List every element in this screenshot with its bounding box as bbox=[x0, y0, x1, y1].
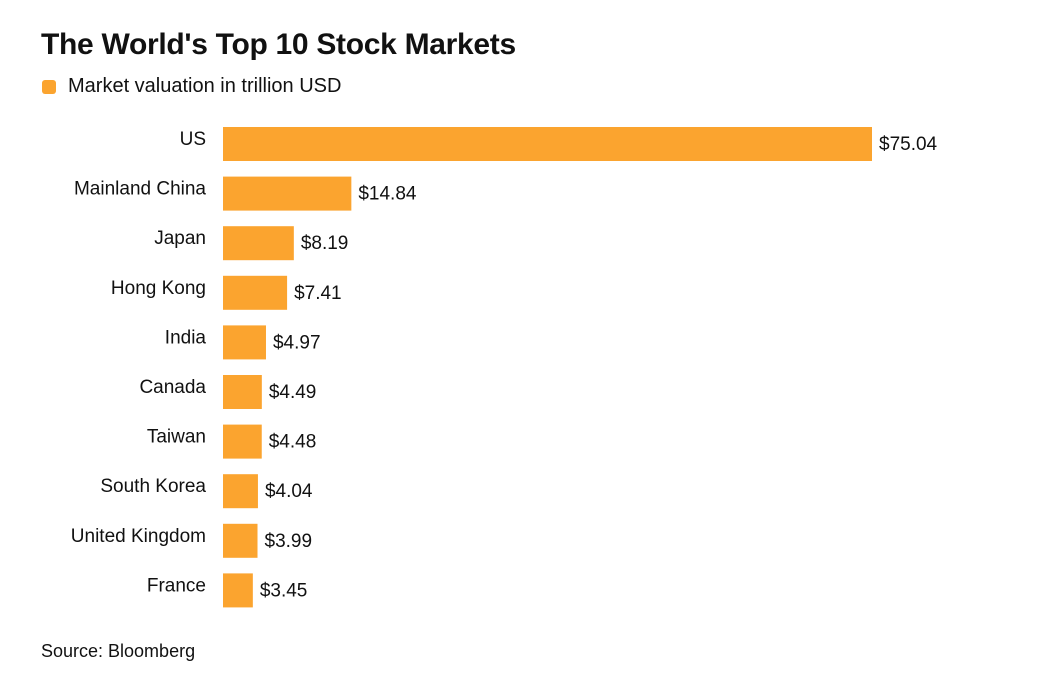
bar bbox=[223, 375, 262, 409]
legend-swatch bbox=[42, 79, 56, 94]
chart-title: The World's Top 10 Stock Markets bbox=[41, 28, 516, 61]
bar bbox=[223, 523, 258, 558]
category-label: Japan bbox=[154, 228, 206, 249]
value-label: $3.99 bbox=[265, 531, 313, 552]
bar bbox=[223, 275, 288, 310]
source-note: Source: Bloomberg bbox=[41, 641, 196, 661]
category-label: South Korea bbox=[100, 476, 206, 497]
category-label: Taiwan bbox=[147, 427, 206, 448]
category-label: Mainland China bbox=[74, 179, 206, 200]
category-label: United Kingdom bbox=[71, 526, 206, 547]
bar bbox=[223, 573, 253, 608]
value-label: $8.19 bbox=[301, 233, 349, 254]
bar bbox=[223, 176, 352, 211]
category-label: Canada bbox=[139, 377, 206, 398]
legend-label: Market valuation in trillion USD bbox=[68, 75, 342, 97]
bar bbox=[223, 424, 262, 459]
value-label: $4.97 bbox=[273, 332, 321, 353]
value-label: $3.45 bbox=[260, 580, 308, 601]
legend: Market valuation in trillion USD bbox=[42, 75, 341, 98]
value-label: $75.04 bbox=[879, 134, 938, 155]
bar bbox=[223, 325, 266, 360]
bar bbox=[223, 474, 258, 509]
value-label: $4.49 bbox=[269, 382, 317, 403]
value-label: $14.84 bbox=[358, 184, 417, 205]
value-label: $4.04 bbox=[265, 481, 313, 502]
value-label: $4.48 bbox=[269, 432, 317, 453]
category-label: India bbox=[165, 327, 207, 348]
bar bbox=[223, 226, 294, 261]
category-label: Hong Kong bbox=[111, 278, 206, 299]
category-label: US bbox=[180, 129, 206, 150]
value-label: $7.41 bbox=[294, 283, 342, 304]
category-label: France bbox=[147, 575, 206, 596]
bar bbox=[223, 127, 872, 161]
